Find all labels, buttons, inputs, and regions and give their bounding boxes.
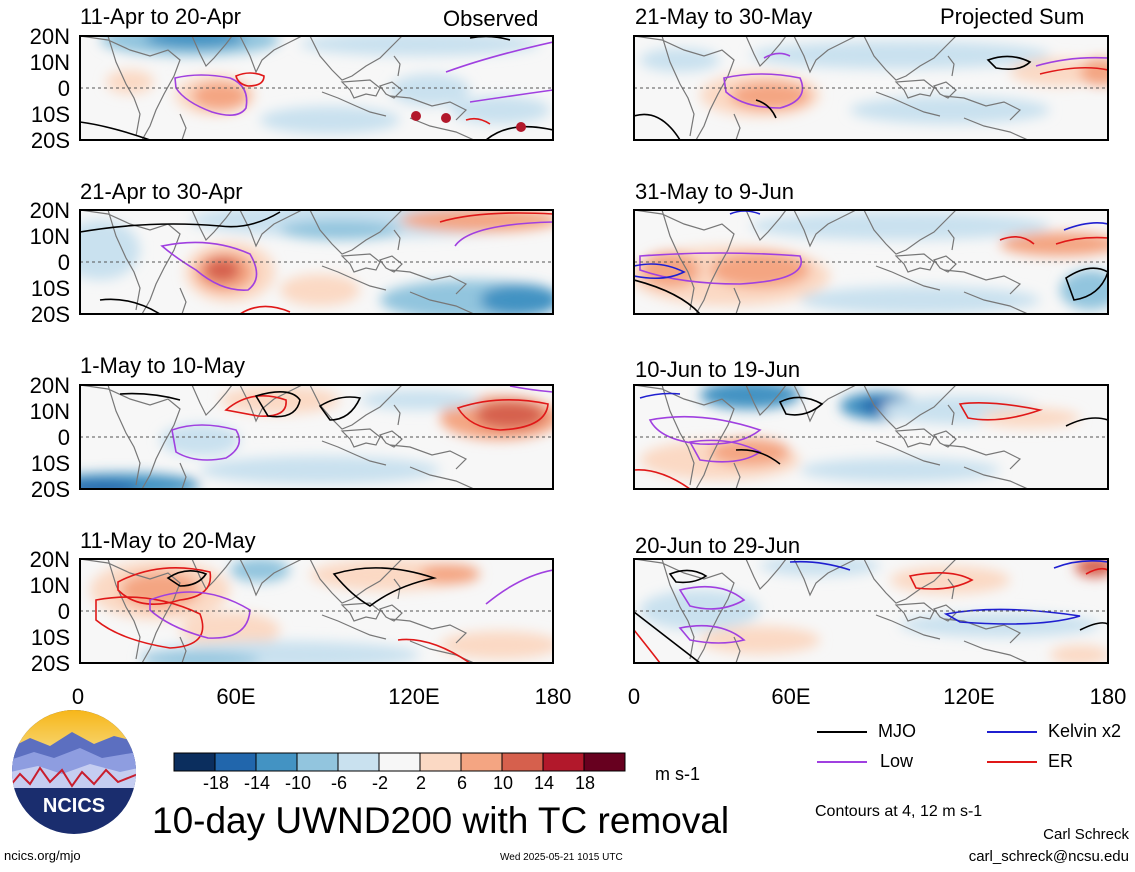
lat-label: 0 [57, 599, 70, 624]
contour-note: Contours at 4, 12 m s-1 [815, 803, 983, 820]
map-panel [80, 559, 553, 663]
footer-url: ncics.org/mjo [4, 848, 81, 863]
lat-label: 10S [30, 102, 70, 127]
map-panel [634, 210, 1108, 314]
lon-label: 120E [388, 684, 440, 709]
colorbar-cell [542, 752, 585, 772]
lat-label: 20N [29, 198, 70, 223]
panel-title: 10-Jun to 19-Jun [635, 357, 801, 382]
figure-title: 10-day UWND200 with TC removal [152, 800, 730, 841]
map-panels [79, 35, 1109, 664]
ncics-logo: NCICS [12, 710, 136, 834]
low-label: Low [880, 751, 914, 771]
projected-sum-label: Projected Sum [940, 4, 1085, 29]
lon-label: 60E [771, 684, 811, 709]
lat-label: 20S [30, 651, 70, 676]
colorbar-tick: 14 [533, 773, 555, 793]
colorbar-tick: -10 [284, 773, 311, 793]
panel-title: 31-May to 9-Jun [635, 179, 794, 204]
lat-label: 10S [30, 276, 70, 301]
colorbar-tick: 2 [415, 773, 426, 793]
lat-label: 20N [29, 373, 70, 398]
lon-label: 60E [216, 684, 256, 709]
logo-text: NCICS [43, 795, 105, 817]
colorbar-cell [173, 752, 216, 772]
colorbar-cell [337, 752, 380, 772]
lat-label: 0 [57, 425, 70, 450]
colorbar-cell [255, 752, 298, 772]
lat-label: 10N [29, 573, 70, 598]
map-panel [80, 210, 553, 314]
colorbar-cell [214, 752, 257, 772]
lon-label: 180 [1089, 684, 1127, 709]
footer-author: Carl Schreck [1043, 826, 1129, 843]
panel-title: 11-Apr to 20-Apr [80, 4, 242, 29]
lat-label: 10N [29, 50, 70, 75]
kelvin-label: Kelvin x2 [1048, 721, 1122, 741]
colorbar-tick: 6 [456, 773, 467, 793]
colorbar-tick: -6 [330, 773, 347, 793]
colorbar-tick: 18 [574, 773, 596, 793]
colorbar [173, 752, 626, 772]
panel-title: 21-Apr to 30-Apr [80, 179, 243, 204]
lat-label: 20N [29, 24, 70, 49]
colorbar-cell [419, 752, 462, 772]
lon-label: 120E [943, 684, 995, 709]
lat-label: 10S [30, 625, 70, 650]
footer-timestamp: Wed 2025-05-21 1015 UTC [500, 852, 623, 863]
colorbar-cell [460, 752, 503, 772]
colorbar-tick: -14 [243, 773, 270, 793]
lat-label: 20N [29, 547, 70, 572]
lat-label: 10N [29, 224, 70, 249]
lon-label: 0 [71, 684, 85, 709]
observed-label: Observed [443, 6, 539, 31]
lat-label: 20S [30, 302, 70, 327]
colorbar-tick: -18 [202, 773, 229, 793]
er-label: ER [1048, 751, 1074, 771]
lat-label: 20S [30, 477, 70, 502]
lat-label: 20S [30, 128, 70, 153]
map-panel [80, 36, 553, 140]
mjo-label: MJO [878, 721, 916, 741]
lon-label: 180 [534, 684, 572, 709]
footer-email: carl_schreck@ncsu.edu [968, 848, 1129, 865]
colorbar-tick: 10 [492, 773, 514, 793]
colorbar-units: m s-1 [655, 764, 700, 784]
colorbar-cell [378, 752, 421, 772]
map-panel [634, 385, 1108, 489]
contour-legend [817, 731, 1037, 763]
colorbar-tick: -2 [371, 773, 388, 793]
lat-label: 10S [30, 451, 70, 476]
lat-label: 0 [57, 250, 70, 275]
panel-title: 20-Jun to 29-Jun [635, 533, 801, 558]
lon-label: 0 [627, 684, 641, 709]
colorbar-cell [501, 752, 544, 772]
panel-title: 1-May to 10-May [80, 353, 246, 378]
panel-title: 21-May to 30-May [635, 4, 813, 29]
lat-label: 10N [29, 399, 70, 424]
colorbar-cell [583, 752, 626, 772]
map-panel [80, 385, 553, 489]
lat-label: 0 [57, 76, 70, 101]
panel-title: 11-May to 20-May [80, 528, 256, 553]
colorbar-cell [296, 752, 339, 772]
